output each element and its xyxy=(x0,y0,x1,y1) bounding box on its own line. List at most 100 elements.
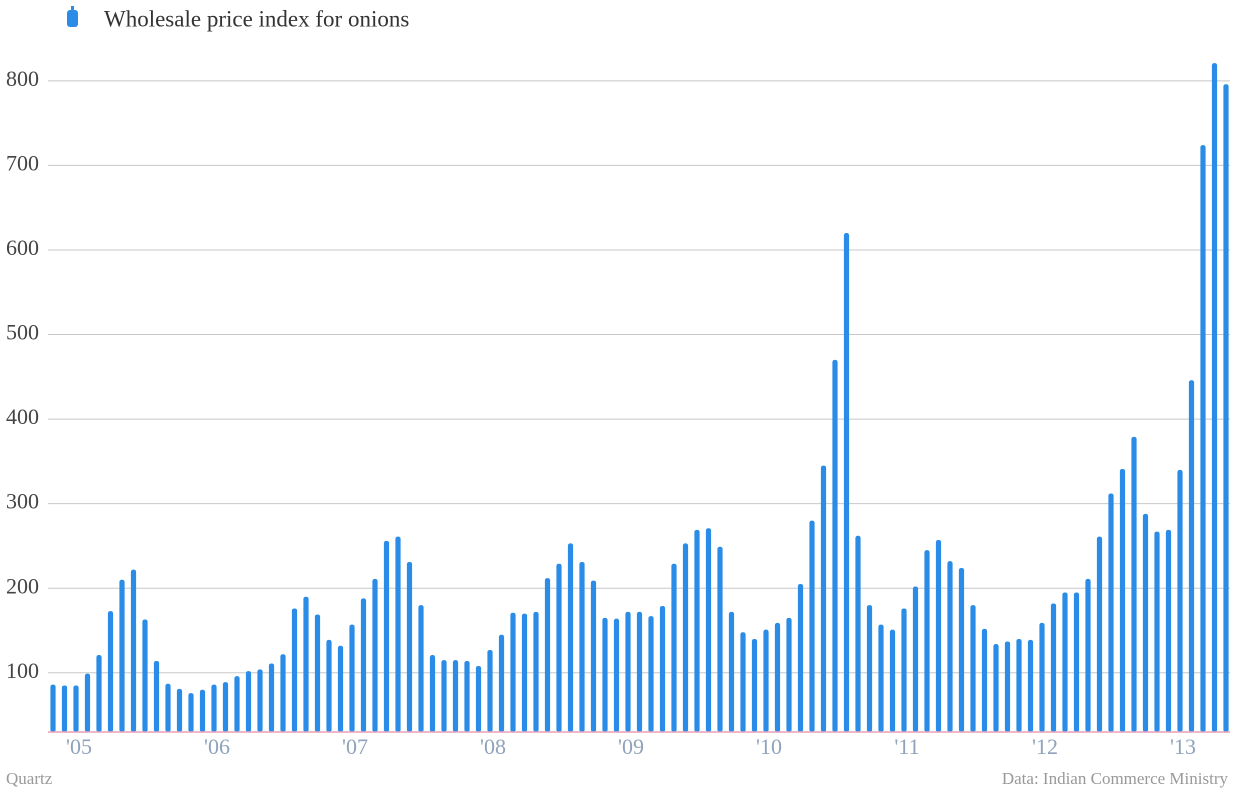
bar xyxy=(682,543,689,732)
bar xyxy=(774,622,781,732)
bar xyxy=(648,616,654,732)
bar xyxy=(1211,63,1218,733)
bar xyxy=(1096,536,1103,732)
bar xyxy=(349,624,355,732)
bar xyxy=(475,666,482,732)
bar xyxy=(843,233,850,732)
bar xyxy=(1027,639,1034,732)
x-tick-label: '05 xyxy=(66,734,92,759)
bar xyxy=(924,550,930,732)
bar xyxy=(1177,469,1183,732)
bar xyxy=(1188,380,1195,732)
bar xyxy=(1085,578,1091,732)
legend-label: Wholesale price index for onions xyxy=(104,6,409,31)
bar xyxy=(1165,529,1172,732)
bar xyxy=(659,605,666,732)
y-tick-label: 400 xyxy=(6,404,39,429)
legend-swatch xyxy=(67,10,78,27)
bar xyxy=(291,608,298,732)
bar xyxy=(314,614,321,732)
bar xyxy=(303,596,309,732)
bar xyxy=(878,624,884,732)
bar xyxy=(567,543,574,732)
y-tick-label: 800 xyxy=(6,66,39,91)
bar xyxy=(107,611,114,732)
bar xyxy=(625,611,631,732)
bar xyxy=(970,605,976,732)
source-right: Data: Indian Commerce Ministry xyxy=(1002,769,1229,788)
bar xyxy=(337,645,344,732)
bar xyxy=(61,685,68,732)
bar xyxy=(360,598,367,732)
bar xyxy=(372,578,378,732)
bar xyxy=(533,611,539,732)
bar xyxy=(1154,531,1160,732)
bar xyxy=(487,649,493,732)
bar xyxy=(590,580,597,732)
bar xyxy=(866,605,873,732)
bar xyxy=(1108,493,1114,732)
bar xyxy=(153,660,160,732)
bar xyxy=(326,639,332,732)
bar xyxy=(1039,622,1045,732)
bar xyxy=(222,682,229,732)
bar xyxy=(717,546,723,732)
bar xyxy=(245,671,252,732)
bar xyxy=(1223,84,1229,732)
bar xyxy=(280,654,286,732)
bar xyxy=(452,660,459,732)
bar xyxy=(935,540,942,732)
bar xyxy=(901,608,907,732)
bar xyxy=(579,562,585,732)
bar xyxy=(50,684,56,732)
x-tick-label: '07 xyxy=(342,734,368,759)
bar xyxy=(958,567,965,732)
bar xyxy=(544,578,551,732)
bar xyxy=(119,579,125,732)
bar xyxy=(832,359,838,732)
bar xyxy=(694,529,700,732)
bar xyxy=(728,611,735,732)
bar xyxy=(947,561,953,732)
bar xyxy=(797,584,804,732)
bar xyxy=(889,629,896,732)
bar xyxy=(1142,513,1149,732)
bar xyxy=(613,618,620,732)
x-tick-label: '06 xyxy=(204,734,230,759)
bar xyxy=(1073,592,1080,732)
bar xyxy=(211,684,217,732)
bar xyxy=(981,628,988,732)
bar xyxy=(257,669,263,732)
bar xyxy=(84,673,91,732)
source-left: Quartz xyxy=(6,769,53,788)
legend-swatch-tip xyxy=(71,6,74,12)
bar xyxy=(510,612,516,732)
bar xyxy=(406,562,413,732)
bar xyxy=(1131,436,1137,732)
bar xyxy=(498,634,505,732)
bar xyxy=(165,683,171,732)
bar xyxy=(556,563,562,732)
bar xyxy=(464,660,470,732)
x-tick-label: '11 xyxy=(894,734,919,759)
bar xyxy=(73,685,79,732)
bar xyxy=(705,528,712,732)
x-tick-label: '08 xyxy=(480,734,506,759)
x-tick-label: '13 xyxy=(1170,734,1196,759)
bar xyxy=(1050,603,1057,732)
bar xyxy=(199,689,206,732)
bar xyxy=(188,693,194,732)
y-tick-label: 100 xyxy=(6,658,39,683)
bar xyxy=(395,536,401,732)
x-tick-label: '09 xyxy=(618,734,644,759)
bar xyxy=(786,617,792,732)
bar xyxy=(234,676,240,732)
bar xyxy=(602,617,608,732)
bar xyxy=(809,520,815,732)
x-tick-label: '12 xyxy=(1032,734,1058,759)
bar xyxy=(383,540,390,732)
bar xyxy=(418,605,424,732)
bar xyxy=(176,688,183,732)
bar xyxy=(671,563,677,732)
